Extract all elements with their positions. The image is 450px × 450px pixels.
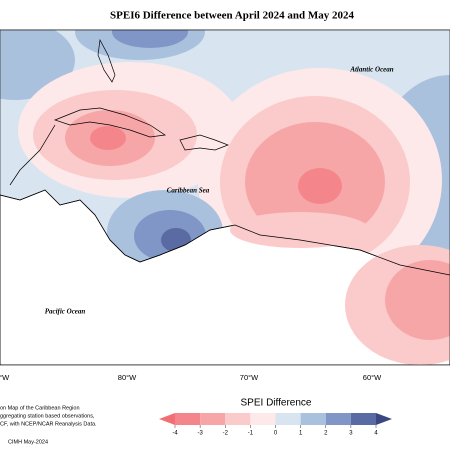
longitude-label: 70°W: [240, 373, 259, 382]
field: [385, 260, 450, 340]
legend-tick-label: 0: [274, 431, 278, 437]
credit: CIMH May-2024: [8, 439, 48, 445]
legend-bin: [350, 413, 376, 425]
south-america-coast: [139, 224, 450, 276]
legend-tick-label: -2: [223, 431, 229, 437]
longitude-label: 90°W: [0, 373, 10, 382]
legend-tick-label: -3: [197, 431, 203, 437]
legend-bin: [275, 413, 301, 425]
legend-tick-label: -1: [248, 431, 254, 437]
legend-bin: [200, 413, 226, 425]
field: [112, 30, 188, 48]
ocean-label: Atlantic Ocean: [349, 66, 393, 74]
legend-bin: [300, 413, 326, 425]
florida: [97, 38, 116, 83]
note-line: ggregating station based observations,: [0, 413, 95, 419]
field: [230, 212, 370, 248]
legend-title: SPEI Difference: [241, 398, 312, 409]
legend-arrow: [159, 413, 175, 425]
legend-bin: [325, 413, 351, 425]
map-area: [0, 30, 450, 365]
hispaniola: [179, 134, 229, 151]
legend-bin: [175, 413, 201, 425]
ocean-label: Pacific Ocean: [45, 308, 86, 316]
map-frame: [0, 29, 450, 366]
central-america-coast: [0, 189, 141, 263]
legend-tick-label: 2: [324, 431, 328, 437]
legend-bin: [225, 413, 251, 425]
legend-arrow: [376, 413, 392, 425]
note-line: CF, with NCEP/NCAR Reanalysis Data.: [0, 421, 97, 427]
longitude-label: 80°W: [118, 373, 137, 382]
note-line: on Map of the Caribbean Region: [0, 405, 80, 411]
legend-tick-label: 1: [299, 431, 303, 437]
field: [298, 168, 342, 204]
legend-tick-label: -4: [172, 431, 178, 437]
field: [90, 126, 126, 150]
legend-tick-label: 3: [349, 431, 353, 437]
legend-tick-label: 4: [374, 431, 378, 437]
longitude-label: 60°W: [363, 373, 382, 382]
map-title: SPEI6 Difference between April 2024 and …: [110, 10, 354, 22]
sea-label: Caribbean Sea: [167, 187, 210, 195]
legend-bin: [250, 413, 276, 425]
yucatan-coast: [9, 124, 56, 186]
cuba: [53, 107, 166, 138]
